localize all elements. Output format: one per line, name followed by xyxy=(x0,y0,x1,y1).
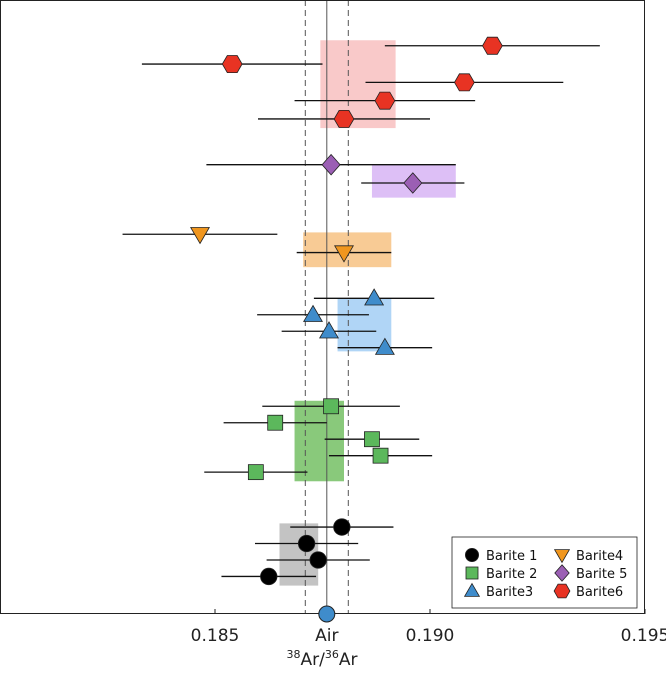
point-barite2-4 xyxy=(372,447,389,464)
air-reference-layer xyxy=(304,0,349,614)
x-tick-label-0-195: 0.195 xyxy=(621,626,666,646)
point-barite3-4 xyxy=(374,337,395,355)
x-axis-label-base2: Ar xyxy=(339,650,358,670)
legend-label-barite2: Barite 2 xyxy=(486,567,537,582)
legend-label-barite3: Barite3 xyxy=(486,585,533,600)
point-barite1-1 xyxy=(333,518,351,536)
point-barite2-3 xyxy=(364,431,380,448)
legend-marker-barite1 xyxy=(464,548,479,563)
x-axis-ticks: 0.185 Air 0.190 0.195 xyxy=(191,605,666,646)
point-barite1-4 xyxy=(260,567,278,586)
legend-label-barite5: Barite 5 xyxy=(576,567,627,582)
legend-label-barite1: Barite 1 xyxy=(486,549,537,564)
point-barite1-3 xyxy=(309,551,327,569)
legend-marker-barite6 xyxy=(553,583,571,599)
air-axis-marker xyxy=(318,605,336,623)
point-barite4-2 xyxy=(334,245,354,263)
x-axis-label: 38Ar/36Ar xyxy=(287,648,358,670)
point-barite3-1 xyxy=(364,288,385,306)
point-barite2-2 xyxy=(267,414,284,431)
point-barite5-2 xyxy=(403,172,423,194)
point-barite5-1 xyxy=(321,153,341,176)
band-barite6 xyxy=(320,40,396,129)
legend-marker-barite4 xyxy=(553,549,571,564)
legend-label-barite6: Barite6 xyxy=(576,585,623,600)
legend-box xyxy=(451,536,638,609)
point-barite4-1 xyxy=(190,227,210,245)
legend-label-barite4: Barite4 xyxy=(576,549,623,564)
legend-marker-barite3 xyxy=(463,582,481,597)
point-barite6-5 xyxy=(333,110,355,128)
x-tick-label-0-185: 0.185 xyxy=(191,626,240,646)
bands-layer xyxy=(279,40,456,586)
point-barite2-1 xyxy=(323,398,340,415)
x-axis-label-sup1: 38 xyxy=(287,648,301,661)
point-barite6-2 xyxy=(221,55,243,73)
x-axis-label-base1: Ar/ xyxy=(301,650,326,670)
point-barite6-4 xyxy=(374,91,396,110)
legend: Barite 1 Barite4 Barite 2 Barite 5 Barite3 Ba… xyxy=(451,536,638,609)
markers-layer xyxy=(190,36,503,586)
x-tick-label-air: Air xyxy=(315,626,338,646)
point-barite1-2 xyxy=(297,534,316,553)
band-barite2 xyxy=(294,400,344,482)
point-barite3-2 xyxy=(303,304,323,322)
point-barite3-3 xyxy=(319,321,339,339)
legend-marker-barite2 xyxy=(465,566,479,580)
legend-marker-barite5 xyxy=(554,564,570,582)
point-barite2-5 xyxy=(247,464,264,481)
x-tick-label-0-190: 0.190 xyxy=(406,626,455,646)
point-barite6-3 xyxy=(454,73,475,92)
point-barite6-1 xyxy=(482,36,503,55)
x-axis-label-sup2: 36 xyxy=(325,648,339,661)
